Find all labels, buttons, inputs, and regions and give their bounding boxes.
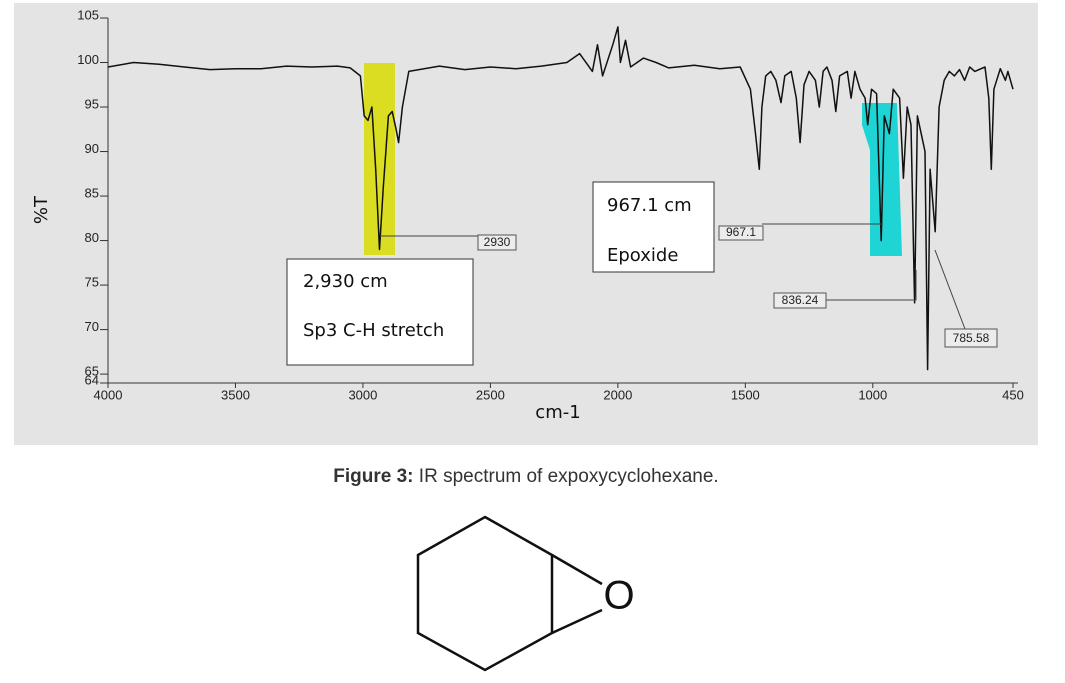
y-tick-label: 100 bbox=[77, 52, 99, 67]
peak-label-box bbox=[718, 225, 764, 241]
y-tick-label: 85 bbox=[85, 185, 99, 200]
y-tick-label: 90 bbox=[85, 141, 99, 156]
x-axis-label: cm-1 bbox=[535, 402, 580, 423]
note-box bbox=[286, 258, 474, 366]
molecule bbox=[416, 515, 603, 672]
note-text: Sp3 C-H stretch bbox=[303, 320, 444, 341]
x-tick-label: 2000 bbox=[603, 387, 632, 402]
x-tick-label: 3500 bbox=[221, 387, 250, 402]
y-tick-label: 64 bbox=[85, 372, 99, 387]
x-tick-label: 2500 bbox=[476, 387, 505, 402]
leader-line bbox=[934, 249, 966, 330]
x-tick-label: 450 bbox=[1002, 387, 1024, 402]
note-text: Epoxide bbox=[607, 245, 678, 266]
note-text: 2,930 cm bbox=[303, 271, 388, 292]
peak-label-box bbox=[477, 234, 517, 251]
caption-label: Figure 3: bbox=[333, 466, 413, 487]
peak-label-box bbox=[773, 292, 827, 309]
figure-caption: Figure 3: IR spectrum of expoxycyclohexa… bbox=[333, 466, 718, 487]
y-tick-label: 65 bbox=[85, 364, 99, 379]
peak-label: 2930 bbox=[484, 235, 511, 249]
y-axis-label: %T bbox=[31, 195, 52, 224]
note-box bbox=[592, 181, 715, 273]
y-tick-label: 80 bbox=[85, 230, 99, 245]
note-text: 967.1 cm bbox=[607, 195, 692, 216]
y-tick-label: 75 bbox=[85, 275, 99, 290]
peak-label: 836.24 bbox=[782, 293, 819, 307]
x-tick-label: 1500 bbox=[731, 387, 760, 402]
peak-label: 785.58 bbox=[953, 331, 990, 345]
x-tick-label: 1000 bbox=[858, 387, 887, 402]
x-tick-label: 4000 bbox=[94, 387, 123, 402]
x-tick-label: 3000 bbox=[348, 387, 377, 402]
highlight-yellow bbox=[364, 63, 395, 255]
spectrum-line bbox=[107, 26, 1014, 371]
caption-text: IR spectrum of expoxycyclohexane. bbox=[419, 466, 719, 487]
y-tick-label: 105 bbox=[77, 7, 99, 22]
leader-line bbox=[826, 270, 917, 301]
y-tick-label: 70 bbox=[85, 319, 99, 334]
peak-label: 967.1 bbox=[726, 225, 756, 239]
y-tick-label: 95 bbox=[85, 96, 99, 111]
atom-label: O bbox=[603, 574, 634, 618]
peak-label-box bbox=[944, 328, 998, 348]
